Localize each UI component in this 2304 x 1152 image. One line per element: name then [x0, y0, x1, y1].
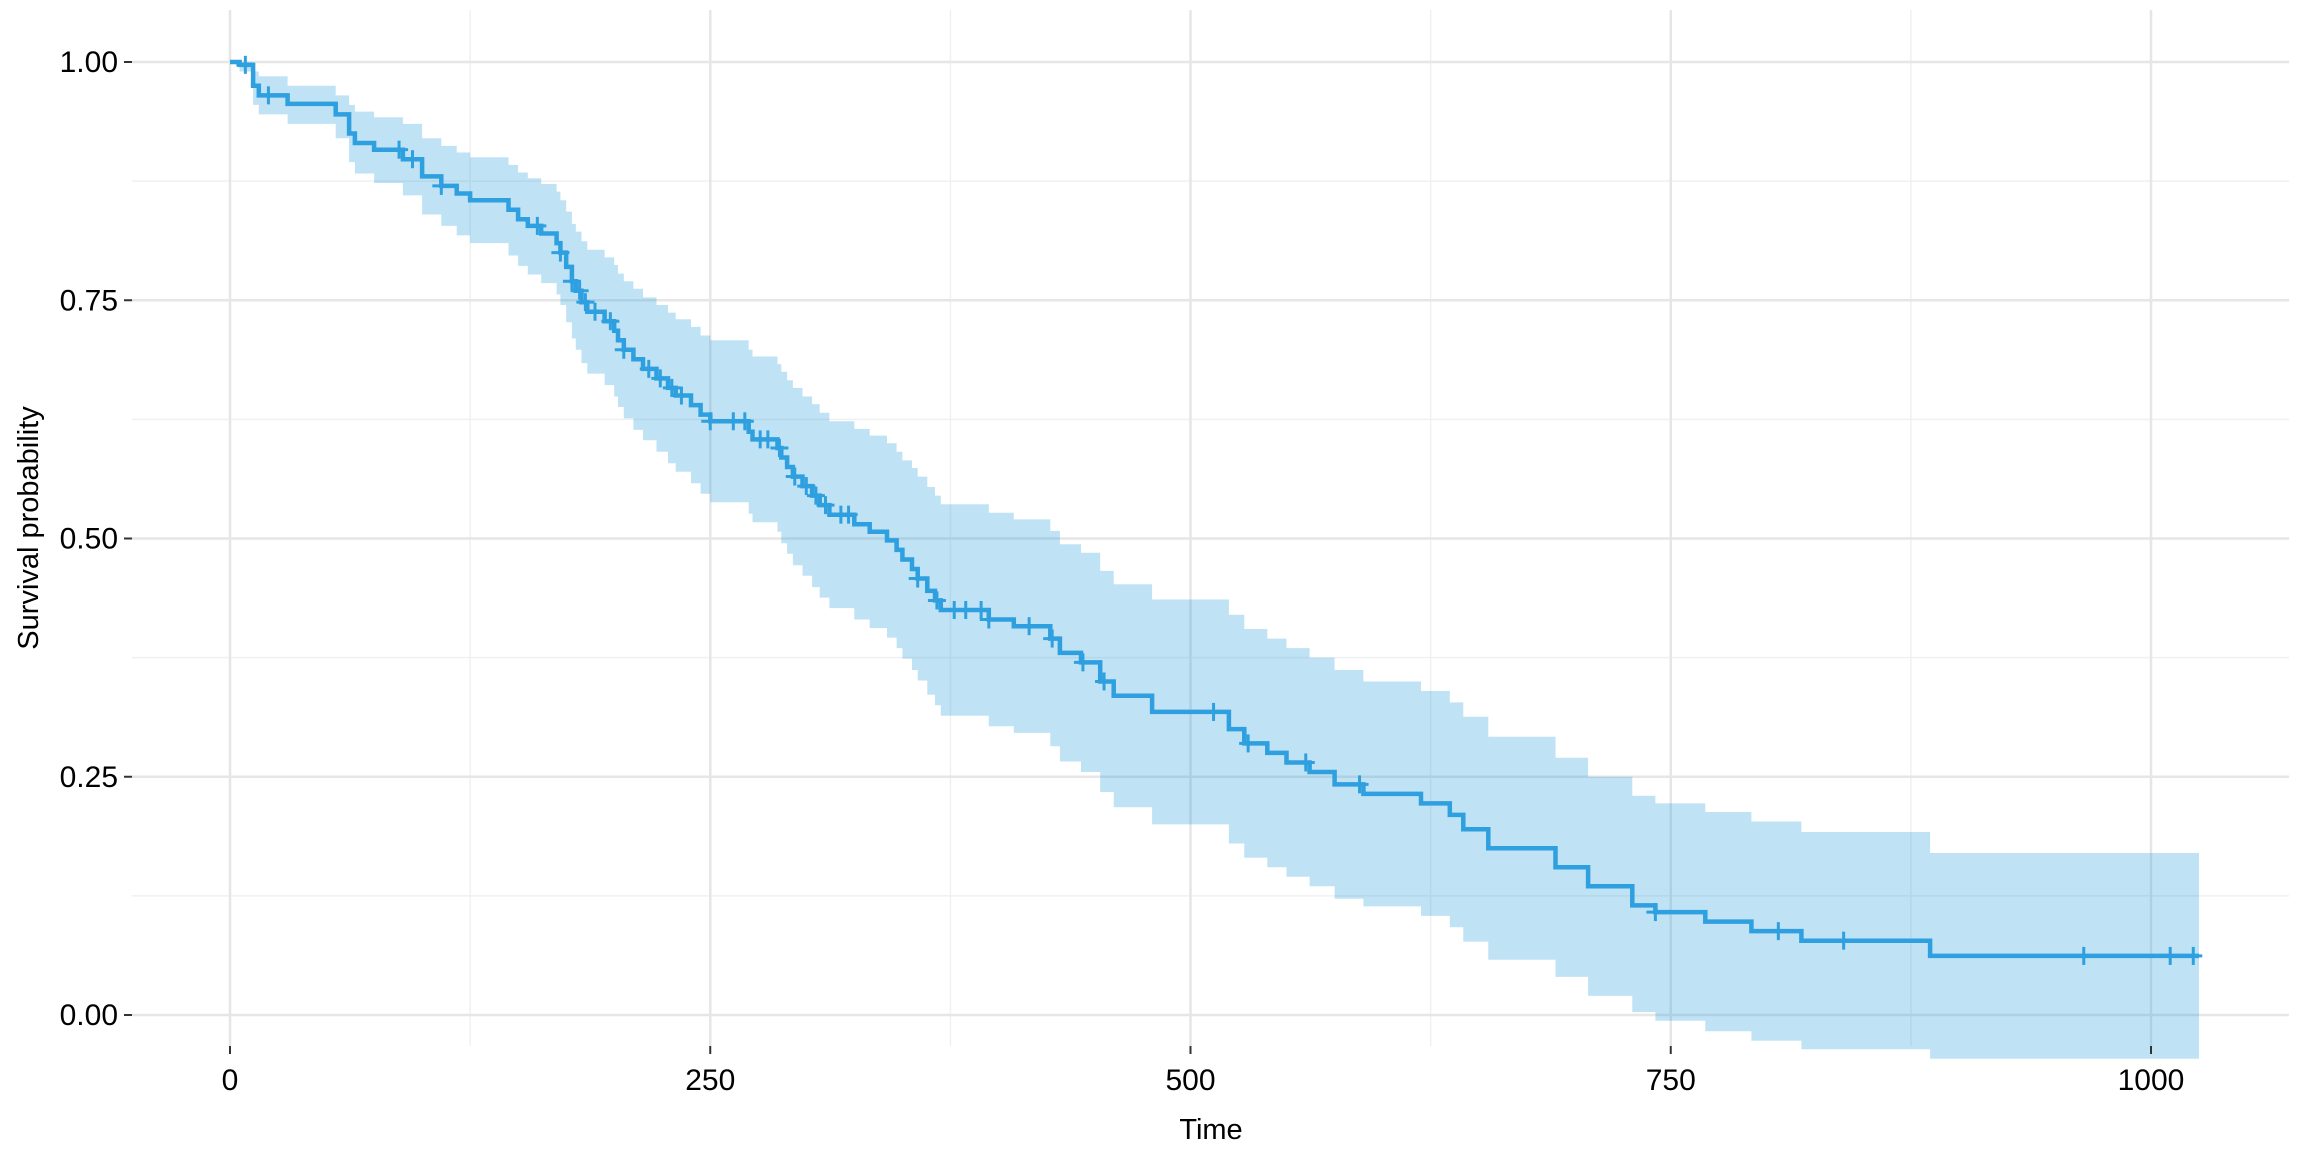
- censor-mark: [528, 216, 547, 235]
- censor-mark: [2074, 946, 2093, 965]
- censor-mark: [1769, 922, 1788, 941]
- censor-mark: [908, 569, 927, 588]
- censor-mark: [570, 281, 589, 300]
- censor-mark: [390, 140, 409, 159]
- censor-mark: [816, 496, 835, 515]
- y-tick-label: 1.00: [60, 46, 118, 79]
- y-axis-title: Survival probability: [13, 406, 45, 650]
- confidence-band-area: [230, 62, 2199, 1059]
- y-tick-label: 0.50: [60, 523, 118, 556]
- censor-mark: [576, 293, 595, 312]
- x-tick-label: 250: [685, 1064, 735, 1097]
- censor-mark: [770, 438, 789, 457]
- censor-mark: [601, 312, 620, 331]
- censor-mark: [1043, 629, 1062, 648]
- censor-mark: [972, 600, 991, 619]
- censor-mark: [1020, 617, 1039, 636]
- y-tick-label: 0.75: [60, 284, 118, 317]
- censor-mark: [651, 369, 670, 388]
- censor-mark: [1204, 702, 1223, 721]
- censor-mark: [259, 86, 278, 105]
- censor-mark: [614, 340, 633, 359]
- censor-mark: [806, 486, 825, 505]
- censor-mark: [701, 412, 720, 431]
- censor-mark: [639, 359, 658, 378]
- censor-mark: [585, 302, 604, 321]
- y-tick-label: 0.00: [60, 999, 118, 1032]
- x-tick-label: 1000: [2118, 1064, 2185, 1097]
- survival-curve: [230, 59, 2199, 959]
- censor-mark: [1350, 775, 1369, 794]
- confidence-band: [230, 62, 2199, 1059]
- censor-mark: [551, 243, 570, 262]
- censor-mark: [1095, 672, 1114, 691]
- censor-mark: [236, 55, 255, 74]
- censor-mark: [672, 386, 691, 405]
- grid-lines: [132, 10, 2289, 1046]
- axes: 0.00 0.25 0.50 0.75 1.00 0 250 500 750 1000: [60, 46, 2185, 1097]
- censor-mark: [1239, 734, 1258, 753]
- censor-mark: [562, 272, 581, 291]
- y-tick-label: 0.25: [60, 761, 118, 794]
- censor-mark: [797, 477, 816, 496]
- censor-mark: [662, 378, 681, 397]
- x-tick-label: 750: [1646, 1064, 1696, 1097]
- x-tick-label: 0: [222, 1064, 239, 1097]
- censor-mark: [2184, 946, 2203, 965]
- censor-mark: [979, 610, 998, 629]
- censor-mark: [956, 600, 975, 619]
- x-tick-label: 500: [1165, 1064, 1215, 1097]
- censor-mark: [927, 591, 946, 610]
- censor-mark: [785, 467, 804, 486]
- censor-mark: [735, 412, 754, 431]
- survival-step-line: [230, 59, 2199, 959]
- censor-mark: [839, 505, 858, 524]
- censor-mark: [403, 150, 422, 169]
- censor-mark: [1073, 653, 1092, 672]
- censor-mark: [1296, 753, 1315, 772]
- censor-mark: [758, 430, 777, 449]
- censor-mark: [432, 176, 451, 195]
- censor-mark: [2161, 946, 2180, 965]
- censor-mark: [1646, 903, 1665, 922]
- censor-marks: [236, 55, 2203, 965]
- censor-mark: [1834, 931, 1853, 950]
- x-axis-title: Time: [1179, 1114, 1242, 1146]
